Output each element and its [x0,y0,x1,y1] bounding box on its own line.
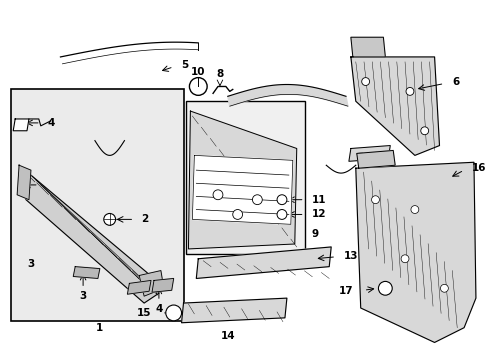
Text: 9: 9 [311,229,318,239]
Text: 7: 7 [378,155,385,165]
Bar [186,101,304,254]
Text: 3: 3 [80,291,86,301]
Text: 10: 10 [191,67,205,77]
Text: 6: 6 [451,77,459,86]
Circle shape [277,210,286,219]
Polygon shape [61,42,198,64]
Text: 4: 4 [155,304,163,314]
Circle shape [213,190,223,200]
Text: 11: 11 [311,195,325,205]
Polygon shape [350,37,385,57]
Text: 3: 3 [27,259,35,269]
Text: 14: 14 [220,330,235,341]
Circle shape [378,282,391,295]
Polygon shape [13,119,29,131]
Text: 8: 8 [216,69,223,79]
Circle shape [232,210,242,219]
Polygon shape [188,111,296,249]
Polygon shape [152,278,173,292]
Text: 5: 5 [181,60,188,70]
Circle shape [277,195,286,204]
Polygon shape [355,162,475,342]
Text: 16: 16 [471,163,486,173]
Circle shape [420,127,428,135]
Polygon shape [227,85,347,106]
Circle shape [440,284,447,292]
Circle shape [361,78,369,85]
Polygon shape [19,165,159,303]
Circle shape [165,305,181,321]
Polygon shape [127,280,151,294]
Circle shape [103,213,115,225]
Circle shape [371,196,379,204]
Text: 12: 12 [311,210,325,220]
Polygon shape [17,165,31,200]
Circle shape [189,78,207,95]
Bar [11,89,183,321]
Circle shape [405,87,413,95]
Text: 13: 13 [343,251,358,261]
Polygon shape [196,247,330,278]
Polygon shape [356,150,394,168]
Text: 2: 2 [141,214,148,224]
Circle shape [252,195,262,204]
Text: 4: 4 [47,118,55,128]
Polygon shape [192,156,292,224]
Polygon shape [348,145,389,161]
Circle shape [410,206,418,213]
Circle shape [400,255,408,263]
Polygon shape [181,298,286,323]
Polygon shape [73,267,100,278]
Text: 1: 1 [96,323,103,333]
Text: 17: 17 [339,286,353,296]
Text: 15: 15 [136,308,151,318]
Polygon shape [350,57,439,156]
Polygon shape [139,271,163,296]
